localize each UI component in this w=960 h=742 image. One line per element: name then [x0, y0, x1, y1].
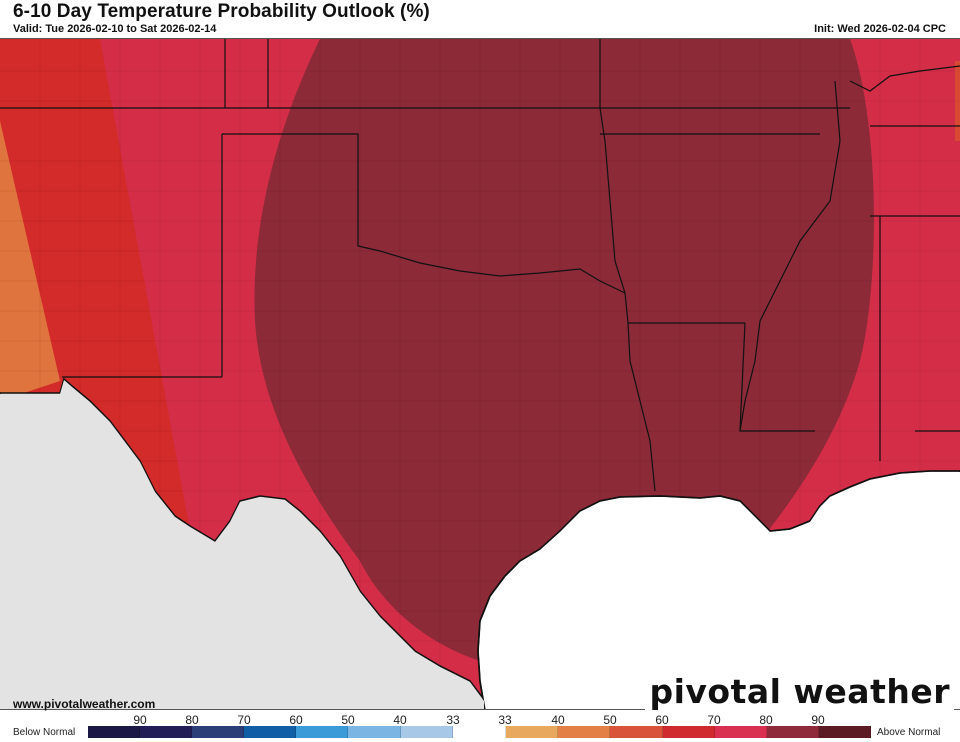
init-time: Init: Wed 2026-02-04 CPC [814, 23, 946, 35]
swatch-below-33 [401, 726, 453, 738]
swatch-below-80 [140, 726, 192, 738]
website-url[interactable]: www.pivotalweather.com [13, 697, 156, 711]
legend-tick: 40 [551, 713, 565, 727]
zone-above-40 [0, 121, 60, 401]
legend-tick: 90 [133, 713, 147, 727]
legend-tick: 60 [655, 713, 669, 727]
legend-tick: 80 [759, 713, 773, 727]
swatch-above-90 [819, 726, 871, 738]
swatch-below-40 [348, 726, 401, 738]
legend-tick: 50 [341, 713, 355, 727]
legend-tick: 80 [185, 713, 199, 727]
brand-logo: pivotal weather [645, 672, 954, 711]
swatch-above-60 [663, 726, 715, 738]
swatch-below-60 [244, 726, 296, 738]
page-title: 6-10 Day Temperature Probability Outlook… [13, 1, 430, 22]
swatch-below-50 [296, 726, 348, 738]
below-normal-label: Below Normal [13, 727, 76, 738]
legend-tick: 33 [446, 713, 460, 727]
swatch-above-33 [506, 726, 558, 738]
legend-colorbar [88, 726, 871, 738]
swatch-above-50 [610, 726, 663, 738]
swatch-near-normal [453, 726, 506, 738]
swatch-above-80 [767, 726, 819, 738]
swatch-below-70 [192, 726, 244, 738]
swatch-below-90 [88, 726, 140, 738]
legend-tick: 50 [603, 713, 617, 727]
valid-period: Valid: Tue 2026-02-10 to Sat 2026-02-14 [13, 23, 217, 35]
swatch-above-40 [558, 726, 610, 738]
legend-tick: 90 [811, 713, 825, 727]
brand-text: pivotal weather [649, 672, 950, 711]
color-legend: Below Normal 90 80 70 60 50 40 33 33 40 … [0, 711, 960, 742]
legend-tick: 70 [707, 713, 721, 727]
legend-tick: 60 [289, 713, 303, 727]
above-normal-label: Above Normal [877, 727, 941, 738]
swatch-above-70 [715, 726, 767, 738]
legend-tick: 40 [393, 713, 407, 727]
legend-tick: 33 [498, 713, 512, 727]
legend-tick: 70 [237, 713, 251, 727]
outlook-map [0, 38, 960, 710]
